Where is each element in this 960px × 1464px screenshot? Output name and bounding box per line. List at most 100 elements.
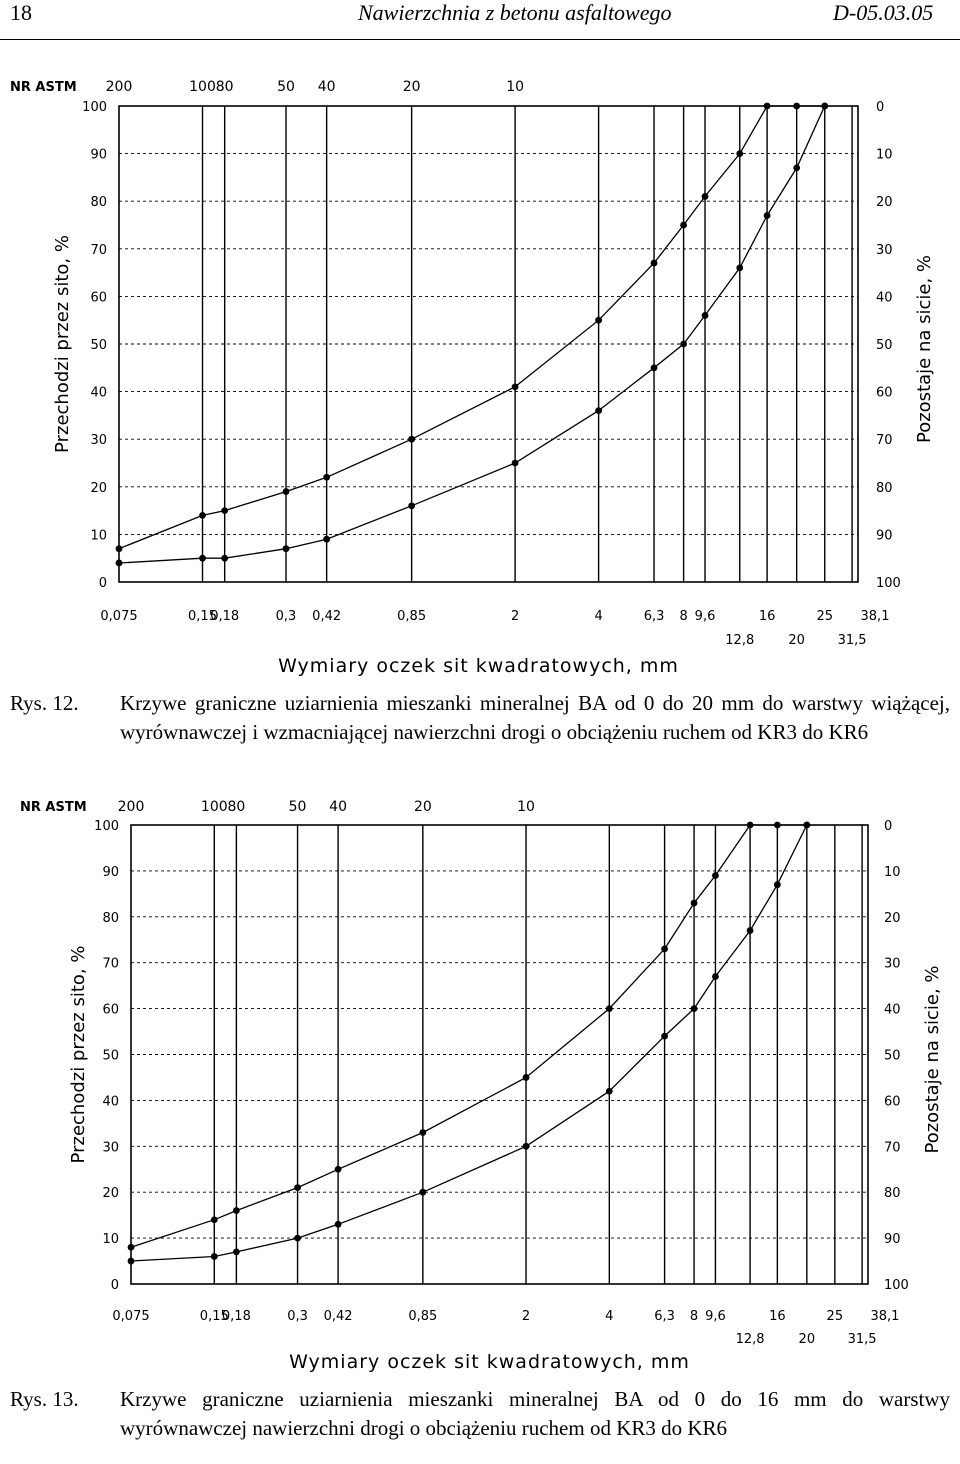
y-tick-label-left: 100 (94, 819, 119, 834)
y-tick-label-right: 70 (884, 1140, 901, 1155)
x-tick-label: 0,15 (200, 1309, 229, 1324)
x-tick-label: 38,1 (861, 609, 890, 624)
x-tick-label: 0,18 (222, 1309, 251, 1324)
x-tick-label: 0,18 (210, 609, 239, 624)
data-point (661, 1032, 668, 1040)
y-tick-label-left: 100 (82, 100, 107, 115)
y-tick-label-right: 10 (876, 148, 893, 163)
specification-code: D-05.03.05 (833, 0, 934, 25)
astm-sieve-number: 40 (329, 799, 347, 815)
y-tick-label-right: 10 (884, 865, 901, 880)
astm-sieve-number: 50 (277, 79, 295, 95)
data-point (408, 435, 416, 443)
y-axis-title-right: Pozostaje na sicie, % (914, 255, 935, 443)
x-tick-label: 0,3 (276, 609, 297, 624)
y-tick-label-left: 50 (90, 338, 107, 353)
y-tick-label-right: 0 (876, 100, 884, 115)
y-tick-label-left: 40 (90, 386, 107, 401)
lower-limit-curve (130, 824, 808, 1262)
data-point (522, 1142, 530, 1150)
data-point (650, 259, 658, 267)
x-tick-label: 12,8 (725, 633, 754, 648)
data-point (803, 821, 811, 829)
y-tick-label-right: 50 (876, 338, 893, 353)
y-tick-label-left: 0 (111, 1278, 119, 1293)
y-tick-label-right: 20 (876, 195, 893, 210)
data-point (605, 1005, 613, 1012)
data-point (793, 164, 801, 172)
x-tick-label: 31,5 (838, 633, 867, 648)
y-axis-title-left: Przechodzi przez sito, % (52, 235, 73, 453)
y-axis-title-right: Pozostaje na sicie, % (922, 965, 943, 1153)
x-tick-label: 4 (594, 609, 602, 624)
y-tick-label-left: 10 (90, 528, 107, 543)
y-tick-label-left: 60 (90, 290, 107, 305)
x-tick-label: 16 (769, 1309, 786, 1324)
x-tick-label: 2 (511, 609, 519, 624)
y-tick-label-right: 0 (884, 819, 892, 834)
data-point (323, 535, 331, 543)
x-tick-label: 20 (799, 1332, 816, 1347)
astm-sieve-number: 10 (517, 799, 535, 815)
astm-sieve-number: 80 (227, 799, 245, 815)
x-tick-label: 20 (788, 633, 805, 648)
data-point (690, 1005, 698, 1012)
data-point (334, 1220, 342, 1228)
y-tick-label-left: 90 (90, 148, 107, 163)
astm-label: NR ASTM (10, 80, 77, 95)
data-point (294, 1234, 301, 1242)
x-tick-label: 0,42 (324, 1309, 353, 1324)
y-tick-label-left: 40 (102, 1094, 119, 1109)
data-point (595, 316, 603, 324)
x-tick-label: 6,3 (654, 1309, 675, 1324)
y-tick-label-left: 20 (102, 1186, 119, 1201)
x-tick-label: 16 (759, 609, 776, 624)
y-tick-label-left: 80 (102, 911, 119, 926)
data-point (690, 899, 698, 907)
data-point (650, 364, 658, 372)
x-tick-label: 31,5 (848, 1332, 877, 1347)
astm-sieve-number: 80 (216, 79, 234, 95)
x-tick-label: 38,1 (870, 1309, 899, 1324)
data-point (773, 821, 781, 829)
x-tick-label: 0,075 (112, 1309, 149, 1324)
data-point (680, 221, 687, 229)
upper-limit-curve (130, 824, 807, 1248)
data-point (701, 312, 709, 319)
x-tick-label: 25 (827, 1309, 844, 1324)
astm-sieve-number: 10 (506, 79, 524, 95)
data-point (419, 1129, 427, 1136)
caption-text: Krzywe graniczne uziarnienia mieszanki m… (120, 691, 950, 744)
data-point (127, 1243, 135, 1251)
data-point (701, 193, 709, 200)
grading-chart-rys13: 0102030405060708090100100908070605040302… (20, 799, 943, 1373)
y-tick-label-right: 20 (884, 911, 901, 926)
x-tick-label: 0,15 (188, 609, 217, 624)
astm-label: NR ASTM (20, 800, 87, 815)
y-tick-label-left: 10 (102, 1232, 119, 1247)
x-tick-label: 0,85 (408, 1309, 437, 1324)
data-point (294, 1184, 301, 1192)
x-tick-label: 8 (690, 1309, 698, 1324)
data-point (661, 945, 668, 953)
data-point (763, 212, 771, 219)
y-tick-label-right: 100 (884, 1278, 909, 1293)
figure-caption-rys12: Rys. 12. Krzywe graniczne uziarnienia mi… (10, 689, 950, 747)
data-point (712, 973, 719, 980)
x-tick-label: 0,85 (397, 609, 426, 624)
figure-caption-rys13: Rys. 13. Krzywe graniczne uziarnienia mi… (10, 1385, 950, 1443)
y-tick-label-right: 90 (876, 528, 893, 543)
y-tick-label-left: 50 (102, 1049, 119, 1064)
y-tick-label-left: 0 (99, 576, 107, 591)
x-tick-label: 4 (605, 1309, 613, 1324)
data-point (680, 340, 687, 348)
y-tick-label-right: 50 (884, 1049, 901, 1064)
astm-sieve-number: 100 (201, 799, 228, 815)
y-tick-label-left: 80 (90, 195, 107, 210)
y-axis-title-left: Przechodzi przez sito, % (68, 946, 89, 1164)
data-point (115, 559, 123, 567)
data-point (793, 102, 801, 110)
grading-chart-rys12: 0102030405060708090100100908070605040302… (10, 79, 935, 677)
document-title: Nawierzchnia z betonu asfaltowego (358, 0, 672, 25)
data-point (323, 473, 331, 481)
